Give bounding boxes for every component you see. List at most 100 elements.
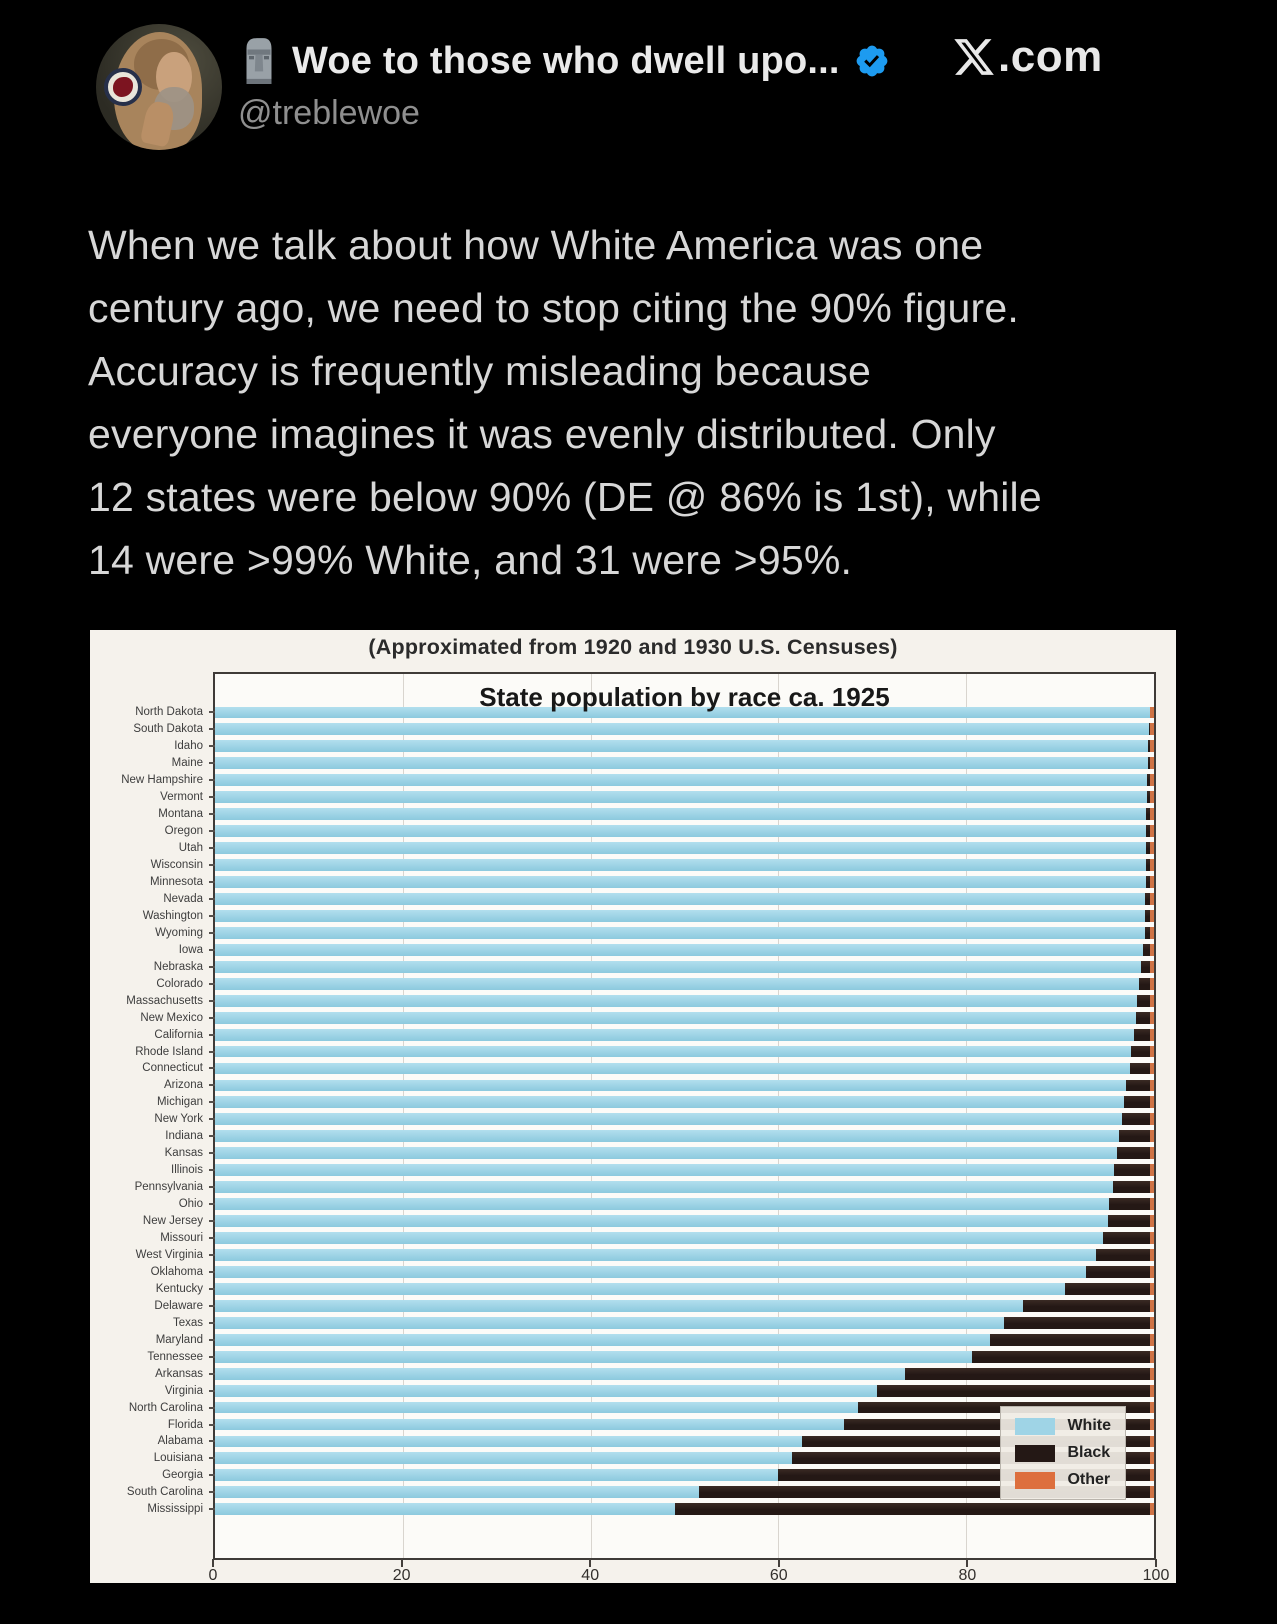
xcom-logo[interactable]: .com — [952, 32, 1103, 82]
bar-segment-other — [1150, 774, 1154, 787]
y-tick — [209, 1457, 215, 1460]
bar-segment-white — [215, 1418, 845, 1431]
bar-row: Massachusetts — [126, 992, 1154, 1009]
stacked-bar — [215, 740, 1154, 753]
bar-segment-white — [215, 943, 1143, 956]
state-label: South Carolina — [126, 1486, 203, 1499]
stacked-bar — [215, 994, 1154, 1007]
bar-segment-other — [1150, 808, 1154, 821]
bar-segment-other — [1150, 1011, 1154, 1024]
bar-row: New York — [154, 1111, 1154, 1128]
y-tick — [209, 948, 215, 951]
y-tick — [209, 1355, 215, 1358]
state-label: Massachusetts — [126, 994, 203, 1007]
state-label: Montana — [158, 808, 203, 821]
stacked-bar — [215, 1062, 1154, 1075]
bar-row: Indiana — [165, 1128, 1154, 1145]
state-label: Utah — [178, 842, 203, 855]
stacked-bar — [215, 1418, 1154, 1431]
y-tick — [209, 931, 215, 934]
bar-segment-white — [215, 1282, 1065, 1295]
bar-row: Oregon — [165, 823, 1154, 840]
bar-segment-black — [989, 1333, 1151, 1346]
bar-segment-other — [1150, 1282, 1154, 1295]
bar-segment-black — [1086, 1265, 1151, 1278]
stacked-bar — [215, 1249, 1154, 1261]
bar-segment-other — [1150, 1147, 1154, 1160]
bar-segment-white — [215, 723, 1150, 736]
legend-label: Other — [1067, 1471, 1111, 1488]
bar-segment-other — [1150, 1232, 1154, 1244]
display-name[interactable]: Woe to those who dwell upo... — [292, 39, 840, 82]
tweet-text-line: everyone imagines it was evenly distribu… — [88, 411, 996, 457]
user-handle[interactable]: @treblewoe — [238, 94, 420, 132]
bar-segment-white — [215, 1130, 1120, 1143]
legend-swatch — [1015, 1417, 1056, 1435]
state-label: Ohio — [178, 1198, 203, 1211]
legend-label: Black — [1067, 1444, 1111, 1461]
bar-row: Mississippi — [147, 1501, 1154, 1518]
bar-segment-other — [1150, 859, 1154, 871]
y-tick — [209, 779, 215, 782]
y-tick — [209, 711, 215, 714]
stacked-bar — [215, 1316, 1154, 1329]
state-label: Arkansas — [155, 1367, 203, 1380]
y-tick — [209, 1016, 215, 1019]
stacked-bar — [215, 808, 1154, 821]
bar-row: Connecticut — [142, 1060, 1154, 1077]
y-tick — [209, 1203, 215, 1206]
y-tick — [209, 1474, 215, 1477]
stacked-bar — [215, 1299, 1154, 1312]
state-label: Georgia — [162, 1469, 203, 1482]
avatar[interactable] — [96, 24, 222, 150]
state-label: Missouri — [160, 1232, 203, 1245]
bar-segment-white — [215, 1265, 1087, 1278]
bar-segment-black — [1144, 926, 1151, 939]
y-tick — [209, 1491, 215, 1494]
state-label: Tennessee — [147, 1350, 203, 1363]
bar-segment-black — [844, 1418, 1151, 1431]
y-tick — [209, 1440, 215, 1443]
y-tick — [209, 1321, 215, 1324]
tweet-text-line: When we talk about how White America was… — [88, 222, 984, 268]
bar-row: Utah — [179, 840, 1154, 857]
state-label: Iowa — [178, 943, 203, 956]
bar-row: Louisiana — [154, 1450, 1154, 1467]
x-tick-label: 0 — [208, 1567, 218, 1584]
stacked-bar — [215, 1215, 1154, 1227]
legend-swatch — [1015, 1444, 1056, 1462]
x-tick-label: 100 — [1142, 1567, 1170, 1584]
y-tick — [209, 813, 215, 816]
bar-segment-black — [1117, 1147, 1151, 1160]
bar-segment-white — [215, 1198, 1109, 1211]
x-tick-label: 20 — [392, 1567, 411, 1584]
state-label: West Virginia — [135, 1248, 203, 1261]
bar-segment-white — [215, 1299, 1023, 1312]
y-tick — [209, 914, 215, 917]
bar-segment-black — [1137, 994, 1151, 1007]
chart-caption: (Approximated from 1920 and 1930 U.S. Ce… — [368, 635, 898, 659]
x-tick-label: 40 — [581, 1567, 600, 1584]
chart-image[interactable]: (Approximated from 1920 and 1930 U.S. Ce… — [90, 630, 1176, 1584]
bar-segment-white — [215, 791, 1148, 804]
state-label: Washington — [142, 909, 203, 922]
bar-segment-black — [905, 1367, 1151, 1380]
bar-segment-other — [1150, 909, 1154, 922]
state-label: Nevada — [163, 892, 203, 905]
legend-row: Black — [1015, 1444, 1111, 1462]
y-tick — [209, 1135, 215, 1138]
bar-segment-black — [801, 1435, 1151, 1448]
bar-segment-white — [215, 977, 1139, 990]
x-tick-mark — [212, 1559, 214, 1567]
x-logo-icon — [954, 39, 994, 75]
bar-segment-other — [1150, 1452, 1154, 1465]
bar-row: Ohio — [179, 1196, 1154, 1213]
y-tick — [209, 1033, 215, 1036]
bar-row: Michigan — [157, 1094, 1154, 1111]
bar-segment-white — [215, 808, 1147, 821]
stacked-bar — [215, 1232, 1154, 1244]
stacked-bar — [215, 1350, 1154, 1363]
tweet-body: When we talk about how White America was… — [88, 214, 1198, 592]
stacked-bar — [215, 1045, 1154, 1058]
